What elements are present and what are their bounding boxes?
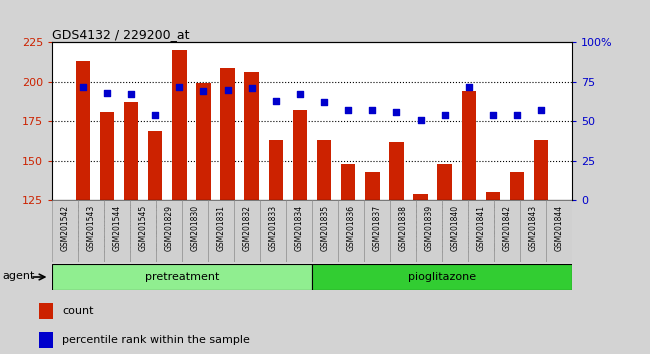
Bar [364, 200, 390, 262]
Point [246, 85, 257, 91]
Bar [442, 200, 468, 262]
Text: GSM201837: GSM201837 [372, 205, 382, 251]
Point [391, 109, 402, 115]
Bar [390, 200, 416, 262]
Point [512, 112, 522, 118]
Bar [534, 140, 549, 200]
Bar [260, 200, 286, 262]
Point [488, 112, 498, 118]
Bar [78, 200, 104, 262]
Text: GSM201829: GSM201829 [164, 205, 174, 251]
Bar [317, 140, 332, 200]
Bar [196, 84, 211, 200]
Bar [486, 192, 500, 200]
Bar [341, 164, 356, 200]
Text: GSM201835: GSM201835 [320, 205, 330, 251]
Text: GSM201831: GSM201831 [216, 205, 226, 251]
Text: GSM201844: GSM201844 [554, 205, 564, 251]
Point [367, 107, 378, 113]
Bar [437, 164, 452, 200]
Text: GSM201545: GSM201545 [138, 205, 148, 251]
Bar [244, 73, 259, 200]
Bar [104, 200, 130, 262]
Text: GSM201839: GSM201839 [424, 205, 434, 251]
Text: GSM201836: GSM201836 [346, 205, 356, 251]
Bar [75, 61, 90, 200]
Bar [52, 200, 78, 262]
Text: GSM201841: GSM201841 [476, 205, 486, 251]
Bar [510, 172, 525, 200]
Bar [52, 264, 312, 290]
Bar [182, 200, 208, 262]
Point [463, 84, 474, 90]
Bar [156, 200, 182, 262]
Point [415, 117, 426, 122]
Bar [234, 200, 260, 262]
Bar [99, 112, 114, 200]
Point [126, 92, 136, 97]
Bar [124, 102, 138, 200]
Bar [312, 200, 338, 262]
Bar [39, 303, 53, 319]
Point [222, 87, 233, 93]
Point [174, 84, 185, 90]
Bar [365, 172, 380, 200]
Point [150, 112, 161, 118]
Text: pioglitazone: pioglitazone [408, 272, 476, 282]
Text: GSM201543: GSM201543 [86, 205, 96, 251]
Bar [130, 200, 156, 262]
Text: GSM201834: GSM201834 [294, 205, 304, 251]
Text: GSM201544: GSM201544 [112, 205, 122, 251]
Text: GDS4132 / 229200_at: GDS4132 / 229200_at [52, 28, 190, 41]
Bar [546, 200, 572, 262]
Text: GSM201830: GSM201830 [190, 205, 200, 251]
Bar [520, 200, 546, 262]
Text: pretreatment: pretreatment [145, 272, 219, 282]
Bar [220, 68, 235, 200]
Bar [312, 264, 572, 290]
Text: percentile rank within the sample: percentile rank within the sample [62, 335, 250, 345]
Bar [468, 200, 494, 262]
Text: GSM201832: GSM201832 [242, 205, 252, 251]
Point [77, 84, 88, 90]
Bar [338, 200, 364, 262]
Text: GSM201843: GSM201843 [528, 205, 538, 251]
Bar [462, 91, 476, 200]
Bar [148, 131, 162, 200]
Point [270, 98, 281, 104]
Bar [292, 110, 307, 200]
Point [343, 107, 354, 113]
Bar [208, 200, 234, 262]
Text: GSM201838: GSM201838 [398, 205, 408, 251]
Bar [39, 332, 53, 348]
Point [439, 112, 450, 118]
Bar [172, 50, 187, 200]
Text: GSM201842: GSM201842 [502, 205, 512, 251]
Bar [494, 200, 520, 262]
Text: GSM201840: GSM201840 [450, 205, 460, 251]
Bar [268, 140, 283, 200]
Text: count: count [62, 306, 94, 316]
Text: GSM201833: GSM201833 [268, 205, 278, 251]
Bar [389, 142, 404, 200]
Point [536, 107, 547, 113]
Text: GSM201542: GSM201542 [60, 205, 70, 251]
Point [294, 92, 305, 97]
Point [198, 88, 209, 94]
Bar [416, 200, 442, 262]
Bar [286, 200, 312, 262]
Bar [413, 194, 428, 200]
Point [319, 99, 330, 105]
Text: agent: agent [3, 271, 35, 281]
Point [102, 90, 112, 96]
